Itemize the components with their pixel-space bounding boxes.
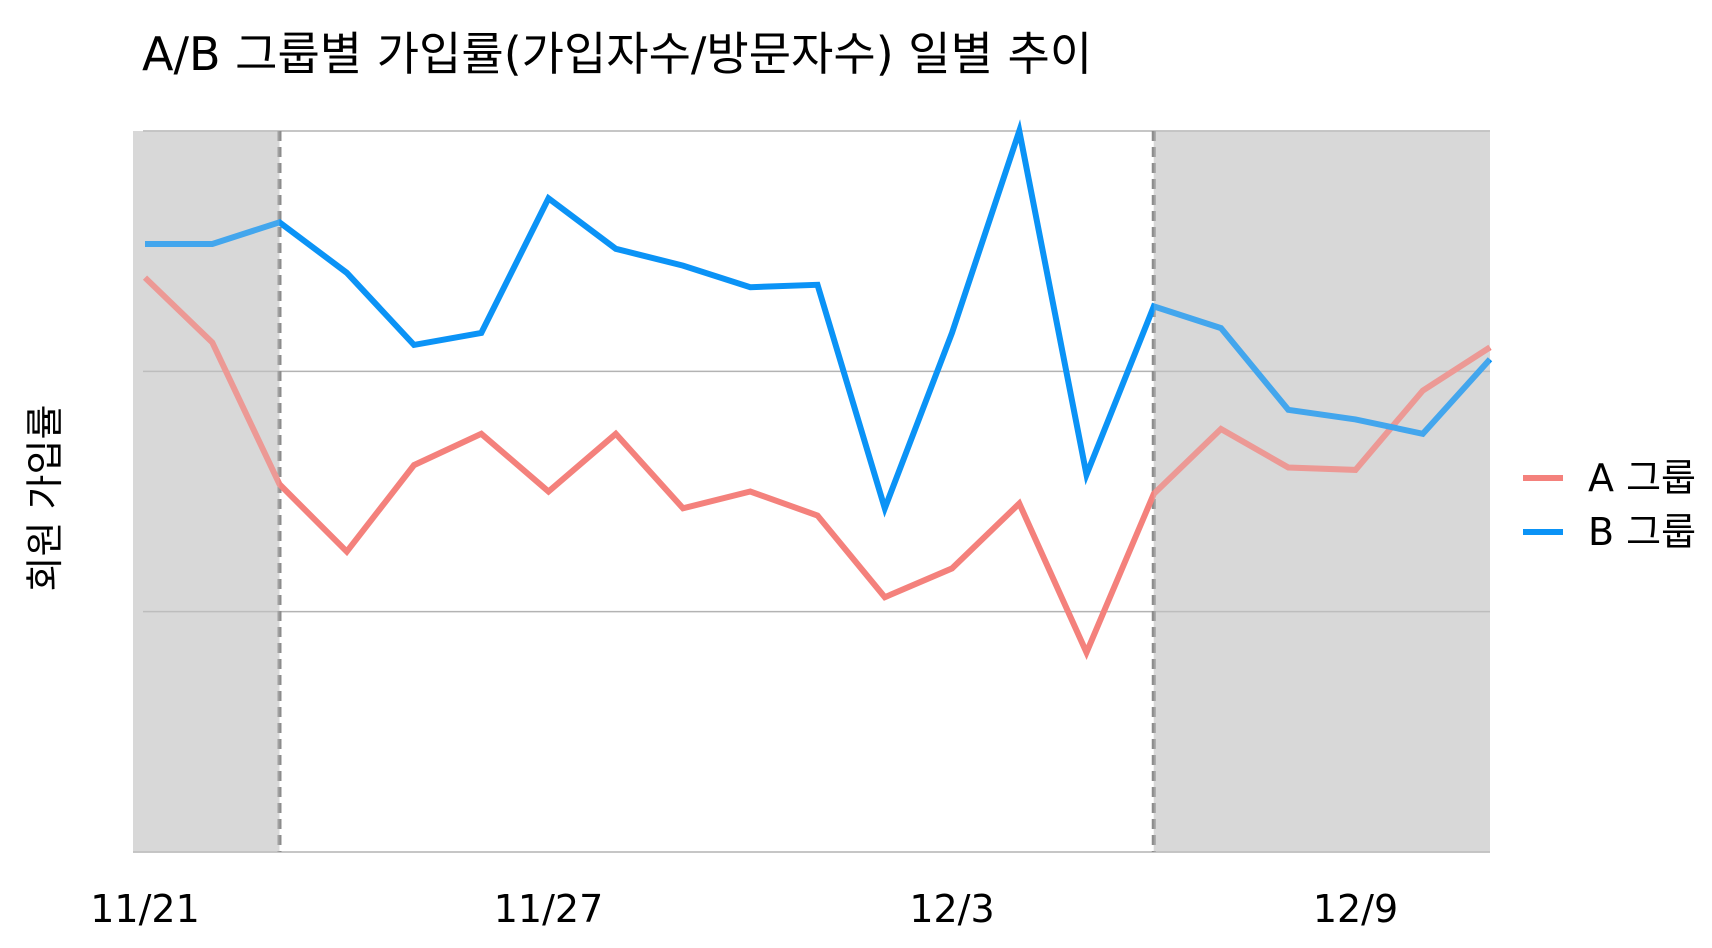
legend-label-b: B 그룹 [1588, 510, 1696, 554]
chart-title: A/B 그룹별 가입률(가입자수/방문자수) 일별 추이 [142, 27, 1093, 81]
legend-label-a: A 그룹 [1588, 456, 1696, 500]
shaded-period-2 [1153, 131, 1490, 852]
y-axis-label: 회원 가입률 [23, 405, 67, 592]
x-tick-label-11-27: 11/27 [494, 887, 604, 931]
x-tick-label-12-9: 12/9 [1313, 887, 1398, 931]
shaded-period-1 [133, 131, 280, 852]
x-tick-label-11-21: 11/21 [90, 887, 200, 931]
legend: A 그룹 B 그룹 [1523, 456, 1696, 554]
x-tick-label-12-3: 12/3 [909, 887, 994, 931]
shade-overlay-1 [133, 131, 280, 852]
shade-overlay-2 [1153, 131, 1490, 852]
